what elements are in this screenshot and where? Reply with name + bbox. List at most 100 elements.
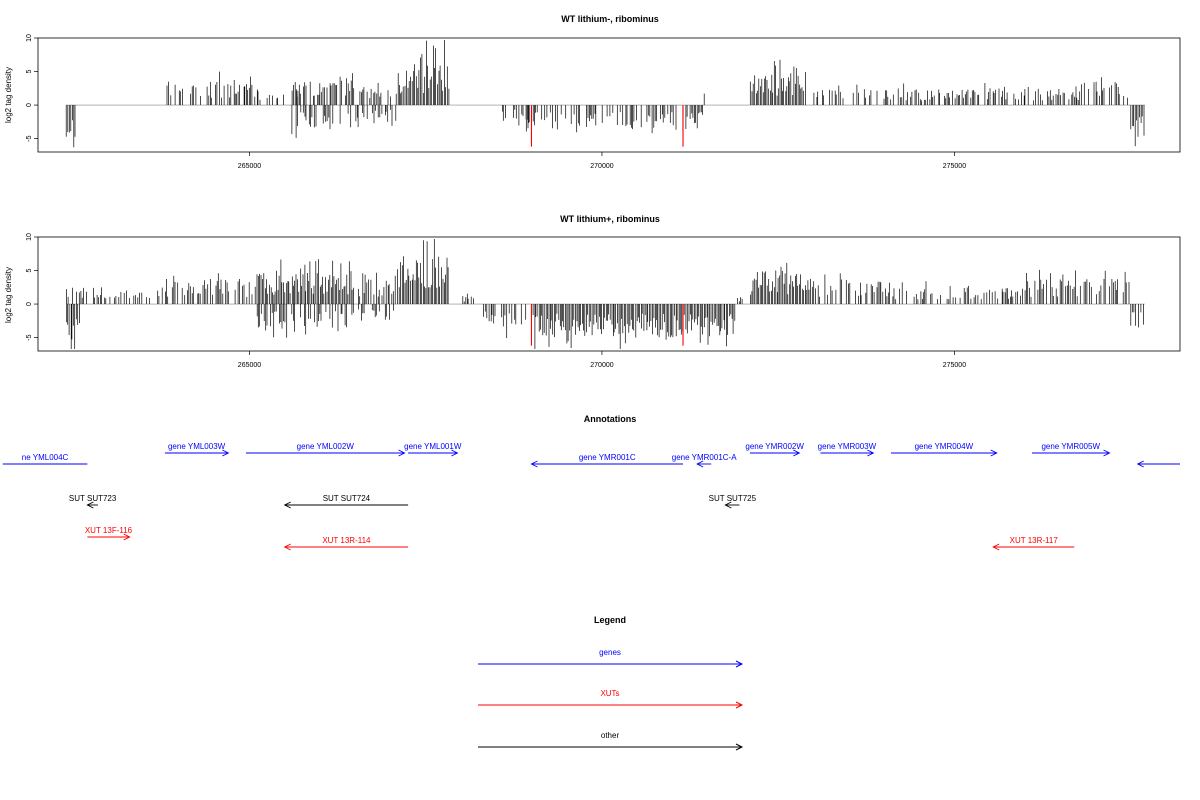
feature-other: SUT SUT725 xyxy=(709,494,757,509)
density-segment xyxy=(291,105,352,138)
density-segment xyxy=(1130,304,1144,328)
density-segment xyxy=(165,273,256,305)
density-segment xyxy=(66,304,80,349)
density-bars xyxy=(66,239,1145,349)
track-title: WT lithium+, ribominus xyxy=(560,214,660,224)
legend-items: genes XUTs other xyxy=(478,648,744,751)
feature-gene: gene YMR004W xyxy=(890,442,998,457)
feature-label: XUT 13R-114 xyxy=(322,536,371,545)
density-segment xyxy=(256,304,354,338)
arrowhead-left xyxy=(696,460,704,468)
feature-label: ne YML004C xyxy=(22,453,69,462)
feature-label: gene YML001W xyxy=(404,442,462,451)
y-axis-label: log2 tag density xyxy=(4,267,13,323)
feature-xut: XUT 13F-116 xyxy=(85,526,133,541)
y-tick-label: -5 xyxy=(26,135,33,141)
arrowhead-left xyxy=(530,460,538,468)
feature-label: gene YMR001C-A xyxy=(672,453,737,462)
density-segment xyxy=(358,304,394,321)
feature-label: gene YMR004W xyxy=(915,442,974,451)
feature-label: gene YMR005W xyxy=(1041,442,1100,451)
feature-xut: XUT 13R-117 xyxy=(992,536,1075,551)
x-tick-label: 265000 xyxy=(238,362,261,369)
feature-label: SUT SUT723 xyxy=(69,494,117,503)
density-segment xyxy=(483,304,527,339)
arrowhead-left xyxy=(724,501,732,509)
density-segment xyxy=(397,239,449,305)
density-segment xyxy=(426,40,450,106)
feature-gene: ne YML004C xyxy=(2,453,88,465)
arrowhead-right xyxy=(222,449,230,457)
feature-gene: gene YML003W xyxy=(164,442,230,457)
y-tick-label: 10 xyxy=(26,34,33,42)
legend-item-gene: genes xyxy=(478,648,744,668)
density-segment xyxy=(750,262,813,305)
axes: -5 0 5 10 265000 270000 275000 xyxy=(26,233,966,369)
y-tick-label: 0 xyxy=(26,302,33,306)
density-segment xyxy=(525,105,703,134)
arrowhead-right xyxy=(398,449,406,457)
feature-other: SUT SUT723 xyxy=(69,494,117,509)
legend: Legend genes XUTs other xyxy=(478,615,744,751)
x-tick-label: 270000 xyxy=(590,362,613,369)
arrowhead-right xyxy=(1103,449,1111,457)
y-tick-label: 5 xyxy=(26,69,33,73)
x-tick-label: 270000 xyxy=(590,163,613,170)
x-tick-label: 275000 xyxy=(943,362,966,369)
arrowhead-left xyxy=(283,543,291,551)
density-segment xyxy=(359,83,397,106)
feature-label: SUT SUT725 xyxy=(709,494,757,503)
x-tick-label: 275000 xyxy=(943,163,966,170)
density-segment xyxy=(66,287,163,305)
density-segment xyxy=(813,83,1016,106)
feature-label: gene YML002W xyxy=(297,442,355,451)
arrowhead-left xyxy=(992,543,1000,551)
feature-other: SUT SUT724 xyxy=(283,494,409,509)
density-segment xyxy=(397,54,426,106)
density-segment xyxy=(813,273,884,305)
density-segment xyxy=(502,105,530,126)
density-segment xyxy=(1130,105,1145,147)
track-lithium-plus: WT lithium+, ribominus log2 tag density … xyxy=(4,214,1181,369)
y-tick-label: 0 xyxy=(26,103,33,107)
density-segment xyxy=(737,297,743,305)
density-segment xyxy=(1024,269,1130,305)
density-segment xyxy=(531,304,736,349)
density-segment xyxy=(358,272,396,305)
arrowhead-left xyxy=(283,501,291,509)
arrowhead-right xyxy=(123,533,131,541)
legend-item-xut: XUTs xyxy=(478,689,744,709)
density-segment xyxy=(462,293,474,305)
feature-label: gene YMR003W xyxy=(818,442,877,451)
arrowhead-right xyxy=(735,701,744,709)
density-segment xyxy=(65,105,76,148)
axes: -5 0 5 10 265000 270000 275000 xyxy=(26,34,966,170)
legend-label: other xyxy=(601,731,620,740)
plot-frame xyxy=(37,37,1181,153)
arrowhead-right xyxy=(735,660,744,668)
density-segment xyxy=(1018,86,1081,106)
density-segment xyxy=(291,73,355,106)
arrowhead-right xyxy=(867,449,875,457)
legend-item-other: other xyxy=(478,731,744,751)
density-bars xyxy=(65,40,1145,148)
density-segment xyxy=(885,281,1023,305)
annotations-panel: Annotations ne YML004C gene YML003W gene Y… xyxy=(2,414,1180,551)
y-tick-label: 5 xyxy=(26,268,33,272)
x-tick-label: 265000 xyxy=(238,163,261,170)
track-lithium-minus: WT lithium-, ribominus log2 tag density … xyxy=(4,14,1181,170)
feature-label: gene YMR001C xyxy=(579,453,636,462)
arrowhead-right xyxy=(990,449,998,457)
y-axis-label: log2 tag density xyxy=(4,67,13,123)
feature-gene: gene YMR003W xyxy=(818,442,877,457)
density-segment xyxy=(256,259,354,305)
arrowhead-right xyxy=(735,743,744,751)
feature-label: SUT SUT724 xyxy=(323,494,371,503)
track-title: WT lithium-, ribominus xyxy=(561,14,659,24)
legend-label: genes xyxy=(599,648,621,657)
feature-label: XUT 13F-116 xyxy=(85,526,133,535)
annotation-features: ne YML004C gene YML003W gene YML002W gene Y… xyxy=(2,442,1180,551)
feature-xut: XUT 13R-114 xyxy=(283,536,409,551)
arrowhead-left xyxy=(86,501,94,509)
